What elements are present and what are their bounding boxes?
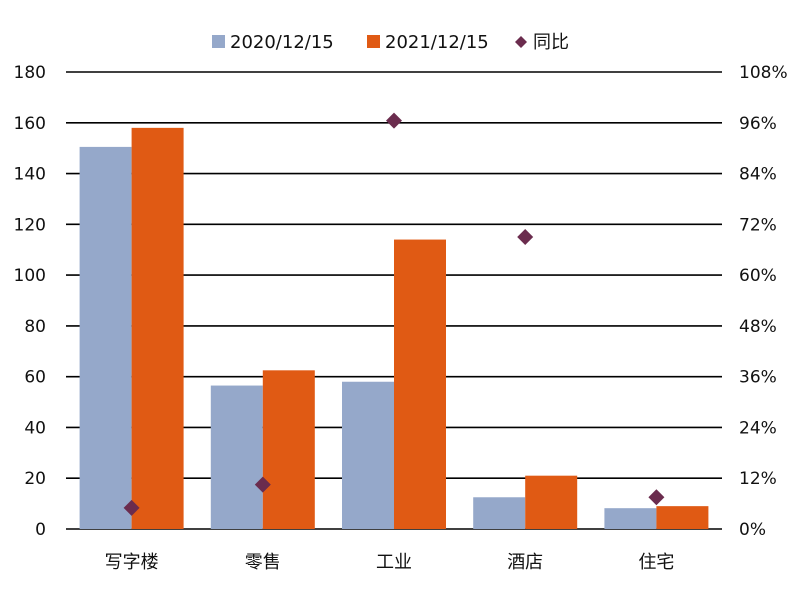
category-label: 工业: [376, 552, 412, 573]
bars: [79, 127, 709, 530]
yoy-markers: [123, 112, 665, 516]
left-tick-label: 160: [14, 114, 46, 134]
left-tick-label: 40: [24, 418, 46, 438]
right-tick-label: 24%: [739, 418, 777, 438]
right-axis-ticks: 0% 12% 24% 36% 48% 60% 72% 84% 96% 108%: [739, 63, 788, 540]
right-tick-label: 48%: [739, 317, 777, 337]
bar-series1: [604, 508, 657, 529]
right-tick-label: 84%: [739, 165, 777, 185]
yoy-diamond-marker: [517, 229, 534, 246]
right-tick-label: 96%: [739, 114, 777, 134]
legend-label: 同比: [533, 32, 569, 53]
category-labels: 写字楼 零售 工业 酒店 住宅: [105, 552, 675, 573]
bar-series1: [210, 385, 263, 529]
left-tick-label: 80: [24, 317, 46, 337]
legend: 2020/12/15 2021/12/15 同比: [212, 32, 569, 53]
left-tick-label: 0: [35, 520, 46, 540]
category-label: 写字楼: [105, 552, 159, 573]
yoy-diamond-marker: [254, 476, 271, 493]
bar-series1: [342, 381, 394, 529]
bar-series2: [656, 506, 709, 529]
bar-series2: [131, 127, 184, 529]
category-label: 零售: [245, 552, 281, 573]
left-tick-label: 180: [14, 63, 46, 83]
left-tick-label: 60: [24, 368, 46, 388]
category-label: 住宅: [638, 552, 674, 573]
left-tick-label: 100: [14, 266, 46, 286]
category-label: 酒店: [507, 552, 543, 573]
legend-swatch: [515, 36, 527, 48]
legend-label: 2020/12/15: [230, 32, 334, 53]
left-axis-ticks: 0 20 40 60 80 100 120 140 160 180: [14, 63, 46, 540]
left-tick-label: 120: [14, 215, 46, 235]
bar-series2: [262, 370, 315, 529]
right-tick-label: 36%: [739, 368, 777, 388]
right-tick-label: 60%: [739, 266, 777, 286]
right-tick-label: 12%: [739, 469, 777, 489]
right-tick-label: 0%: [739, 520, 766, 540]
legend-swatch: [212, 35, 225, 48]
bar-series1: [473, 497, 526, 529]
yoy-diamond-marker: [123, 499, 140, 516]
left-tick-label: 20: [24, 469, 46, 489]
bar-series2: [394, 239, 446, 530]
bar-series1: [79, 146, 132, 529]
legend-label: 2021/12/15: [385, 32, 489, 53]
legend-swatch: [367, 35, 380, 48]
right-tick-label: 108%: [739, 63, 788, 83]
left-tick-label: 140: [14, 165, 46, 185]
bar-series2: [525, 475, 578, 529]
yoy-diamond-marker: [386, 112, 402, 129]
right-tick-label: 72%: [739, 215, 777, 235]
yoy-diamond-marker: [648, 489, 665, 506]
